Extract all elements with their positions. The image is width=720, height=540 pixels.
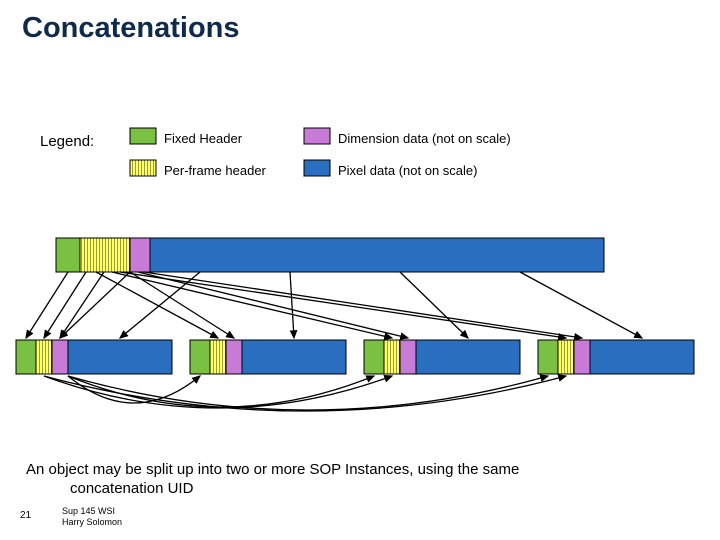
- concatenation-diagram: [0, 0, 720, 540]
